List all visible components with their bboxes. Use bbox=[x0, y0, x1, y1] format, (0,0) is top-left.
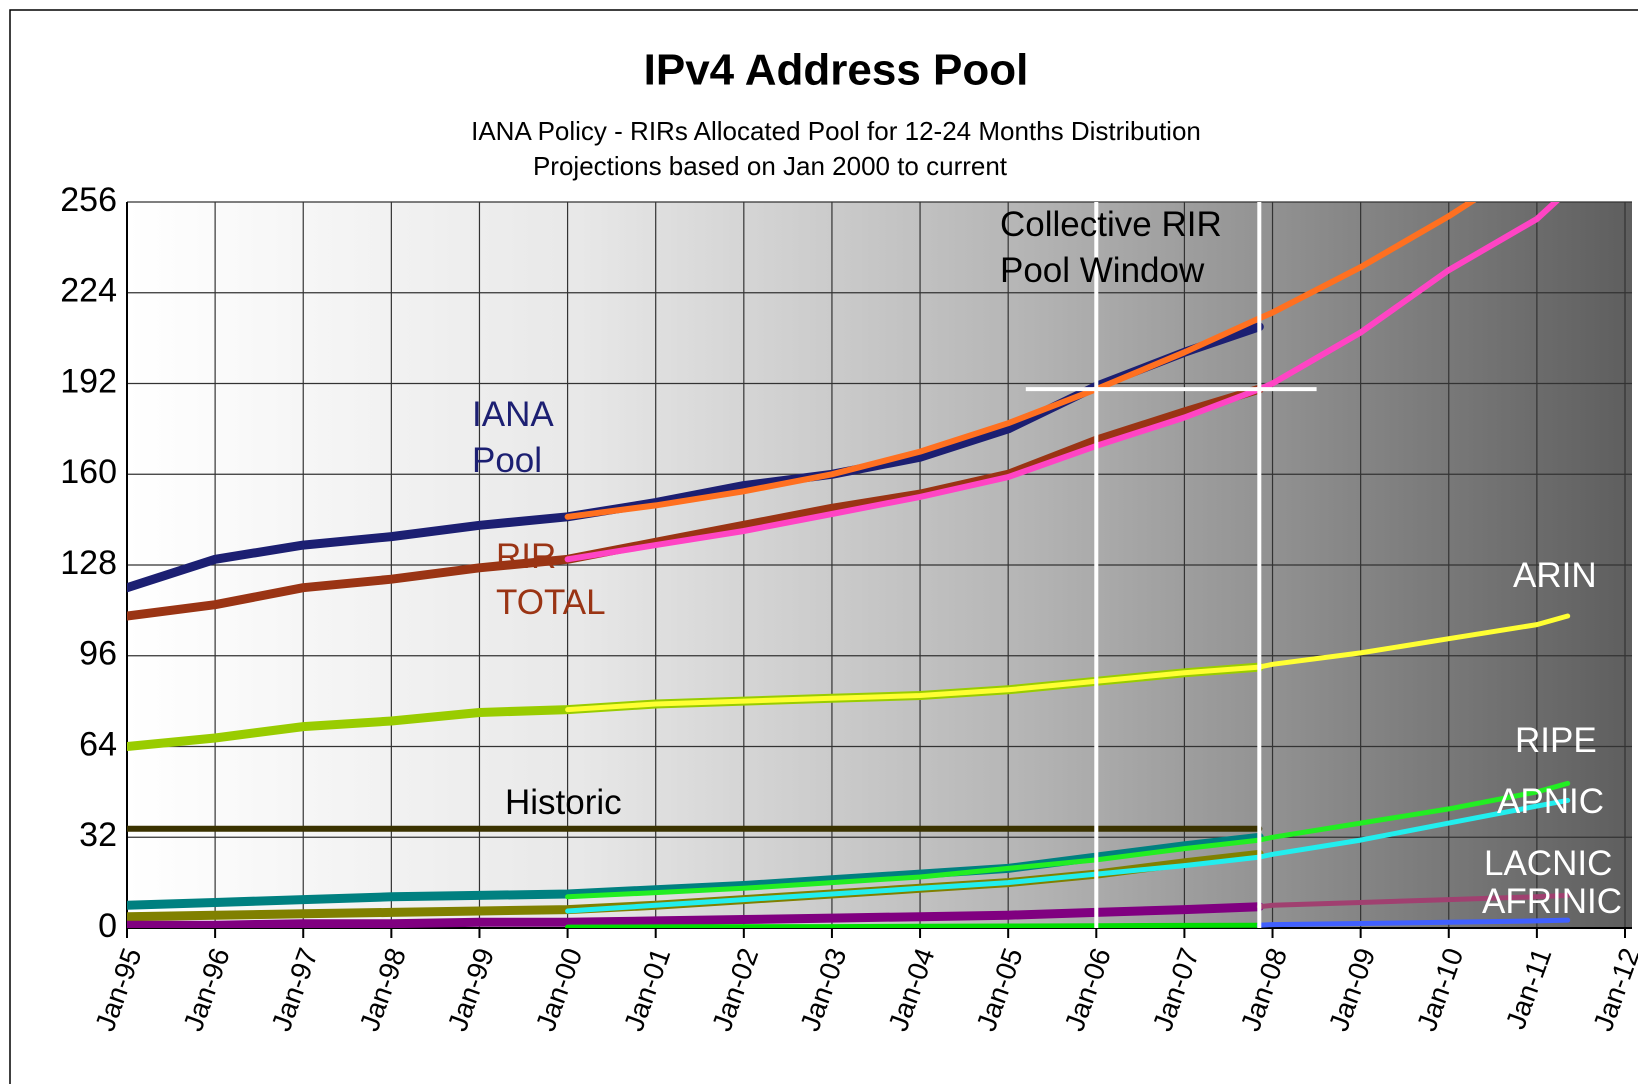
x-tick-label: Jan-01 bbox=[618, 944, 676, 1035]
series-line bbox=[565, 613, 1571, 713]
x-tick-label: Jan-95 bbox=[89, 944, 147, 1035]
y-tick-label: 256 bbox=[60, 181, 117, 219]
x-tick-label: Jan-00 bbox=[530, 944, 588, 1035]
series-line bbox=[127, 902, 1264, 928]
x-tick-label: Jan-05 bbox=[970, 944, 1028, 1035]
x-tick-label: Jan-98 bbox=[354, 944, 412, 1035]
series-line bbox=[1256, 892, 1571, 910]
x-tick-label: Jan-06 bbox=[1058, 944, 1116, 1035]
y-tick-label: 32 bbox=[79, 816, 117, 854]
x-tick-label: Jan-10 bbox=[1411, 944, 1469, 1035]
x-tick-label: Jan-08 bbox=[1235, 944, 1293, 1035]
y-tick-label: 96 bbox=[79, 635, 117, 673]
chart-title: IPv4 Address Pool bbox=[644, 46, 1029, 95]
y-tick-label: 224 bbox=[60, 272, 117, 310]
y-tick-label: 160 bbox=[60, 453, 117, 491]
series-line bbox=[565, 780, 1571, 900]
series-label: RIPE bbox=[1515, 721, 1597, 760]
y-tick-label: 128 bbox=[60, 544, 117, 582]
y-tick-label: 0 bbox=[98, 907, 117, 945]
chart-subtitle: Projections based on Jan 2000 to current bbox=[533, 151, 1008, 181]
series-label: ARIN bbox=[1513, 556, 1597, 595]
series-line bbox=[564, 202, 1560, 563]
x-tick-label: Jan-11 bbox=[1500, 944, 1558, 1033]
x-tick-label: Jan-04 bbox=[882, 944, 940, 1035]
x-tick-label: Jan-12 bbox=[1587, 944, 1638, 1035]
y-tick-label: 192 bbox=[60, 362, 117, 400]
series-line bbox=[565, 922, 1262, 928]
x-tick-label: Jan-96 bbox=[177, 944, 235, 1035]
x-tick-label: Jan-09 bbox=[1323, 944, 1381, 1035]
series-label: AFRINIC bbox=[1482, 882, 1622, 921]
x-tick-label: Jan-02 bbox=[706, 944, 764, 1035]
x-tick-label: Jan-03 bbox=[794, 944, 852, 1035]
series-line bbox=[565, 797, 1571, 914]
series-label: APNIC bbox=[1497, 782, 1604, 821]
y-tick-label: 64 bbox=[79, 725, 117, 763]
x-tick-label: Jan-07 bbox=[1147, 944, 1205, 1035]
x-tick-label: Jan-97 bbox=[265, 944, 323, 1035]
series-label: RIR TOTAL bbox=[496, 537, 606, 622]
series-line bbox=[1256, 917, 1571, 928]
series-label: LACNIC bbox=[1484, 844, 1613, 883]
series-label: IANA Pool bbox=[472, 395, 552, 480]
chart-subtitle: IANA Policy - RIRs Allocated Pool for 12… bbox=[471, 116, 1201, 146]
x-tick-label: Jan-99 bbox=[442, 944, 500, 1035]
annotation: Collective RIR Pool Window bbox=[1000, 205, 1222, 290]
series-label: Historic bbox=[505, 783, 622, 822]
frame bbox=[9, 9, 1638, 1084]
series-line bbox=[127, 384, 1264, 621]
